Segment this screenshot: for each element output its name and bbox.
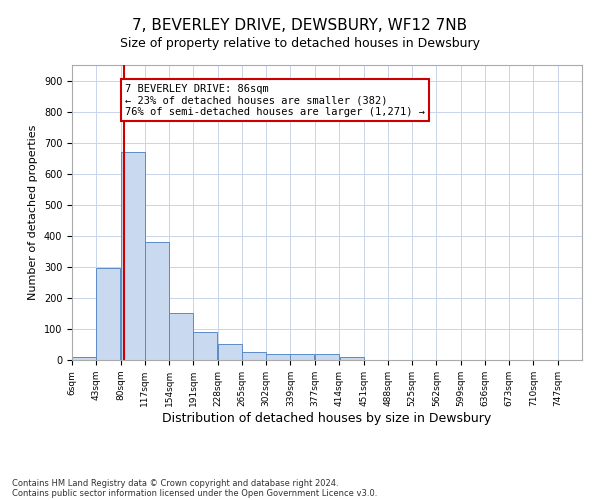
Bar	[218, 344, 242, 360]
Bar	[266, 354, 290, 360]
Bar	[340, 357, 364, 360]
Bar	[97, 268, 121, 360]
Bar	[145, 242, 169, 360]
Text: Contains public sector information licensed under the Open Government Licence v3: Contains public sector information licen…	[12, 488, 377, 498]
Bar	[242, 352, 266, 360]
Text: Contains HM Land Registry data © Crown copyright and database right 2024.: Contains HM Land Registry data © Crown c…	[12, 478, 338, 488]
Text: 7, BEVERLEY DRIVE, DEWSBURY, WF12 7NB: 7, BEVERLEY DRIVE, DEWSBURY, WF12 7NB	[133, 18, 467, 32]
Text: 7 BEVERLEY DRIVE: 86sqm
← 23% of detached houses are smaller (382)
76% of semi-d: 7 BEVERLEY DRIVE: 86sqm ← 23% of detache…	[125, 84, 425, 117]
Bar	[290, 354, 314, 360]
Y-axis label: Number of detached properties: Number of detached properties	[28, 125, 38, 300]
Bar	[193, 332, 217, 360]
Bar	[72, 357, 96, 360]
Text: Size of property relative to detached houses in Dewsbury: Size of property relative to detached ho…	[120, 38, 480, 51]
Bar	[121, 152, 145, 360]
X-axis label: Distribution of detached houses by size in Dewsbury: Distribution of detached houses by size …	[163, 412, 491, 424]
Bar	[316, 354, 340, 360]
Bar	[169, 314, 193, 360]
